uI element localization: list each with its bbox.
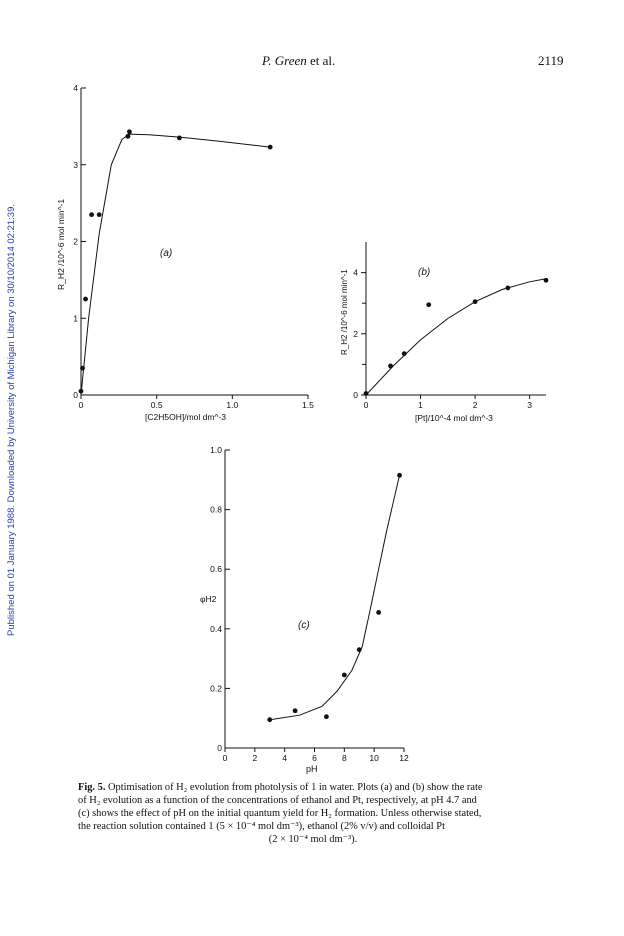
chart-b-x-tick-label: 0: [364, 400, 369, 410]
chart-c-panel-label: (c): [298, 620, 310, 631]
chart-a-x-tick-label: 0.5: [151, 400, 163, 410]
chart-c-fit-curve: [269, 475, 400, 721]
chart-c-y-tick-label: 1.0: [210, 445, 222, 455]
caption-line-2: of H₂ evolution as a function of the con…: [78, 795, 477, 806]
chart-c-data-point: [324, 714, 329, 720]
chart-a-data-point: [80, 365, 85, 371]
page-number: 2119: [538, 53, 564, 68]
chart-a-x-tick-label: 1.0: [226, 400, 238, 410]
chart-b-y-tick-label: 0: [353, 390, 358, 400]
chart-c-ylabel: φH2: [200, 594, 217, 604]
chart-c-data-point: [341, 672, 347, 678]
chart-c-y-tick-label: 0.6: [210, 564, 222, 574]
chart-b-data-point: [505, 285, 511, 291]
chart-a-data-point: [267, 144, 273, 150]
chart-b-data-point: [401, 351, 407, 357]
chart-a-fit-curve: [80, 133, 271, 396]
chart-a-y-tick-label: 3: [73, 160, 78, 170]
chart-c-data-point: [292, 708, 298, 714]
header-authors: P. Green: [262, 53, 307, 68]
chart-c-y-tick-label: 0.4: [210, 624, 222, 634]
caption-line-3: (c) shows the effect of pH on the initia…: [78, 808, 482, 819]
chart-b-data-point: [543, 277, 549, 283]
chart-a-data-point: [89, 212, 94, 218]
chart-c-x-tick-label: 10: [369, 753, 379, 763]
chart-a-ylabel: R_H2 /10^-6 mol min^-1: [56, 199, 66, 290]
chart-b-data-point: [388, 363, 393, 369]
chart-b-x-tick-label: 2: [473, 400, 478, 410]
chart-a-data-point: [83, 296, 88, 302]
chart-b-y-tick-label: 4: [353, 268, 358, 278]
chart-b-xlabel: [Pt]/10^-4 mol dm^-3: [415, 413, 493, 423]
chart-a-x-tick-label: 1.5: [302, 400, 314, 410]
chart-c-y-tick-label: 0.2: [210, 683, 222, 693]
chart-a-x-tick-label: 0: [79, 400, 84, 410]
header-etal: et al.: [310, 53, 336, 68]
chart-a-data-point: [78, 388, 84, 394]
chart-c-x-tick-label: 4: [282, 753, 287, 763]
chart-a-y-tick-label: 2: [73, 237, 78, 247]
caption-line-1: Fig. 5. Optimisation of H₂ evolution fro…: [78, 782, 483, 793]
chart-c-xlabel: pH: [306, 764, 318, 774]
chart-c-x-tick-label: 8: [342, 753, 347, 763]
chart-c-data-point: [267, 717, 273, 723]
running-header: P. Green et al.: [262, 53, 335, 69]
caption-label: Fig. 5.: [78, 782, 106, 793]
figure-caption: Fig. 5. Optimisation of H₂ evolution fro…: [78, 781, 548, 846]
chart-a-data-point: [125, 133, 131, 139]
chart-c-x-tick-label: 2: [252, 753, 257, 763]
chart-b-y-tick-label: 2: [353, 329, 358, 339]
chart-c-y-tick-label: 0.8: [210, 505, 222, 515]
caption-line-4: the reaction solution contained 1 (5 × 1…: [78, 821, 445, 832]
chart-b-x-tick-label: 3: [527, 400, 532, 410]
chart-b-data-point: [363, 391, 369, 396]
chart-c-x-tick-label: 12: [399, 753, 409, 763]
chart-a-data-point: [176, 135, 182, 141]
chart-b-ylabel: R_H2 /10^-6 mol min^-1: [340, 269, 349, 355]
chart-a-data-point: [96, 212, 102, 218]
chart-b-data-point: [426, 302, 432, 308]
chart-c-data-point: [397, 472, 402, 478]
chart-a-y-tick-label: 4: [73, 83, 78, 93]
caption-line-5: (2 × 10⁻⁴ mol dm⁻³).: [268, 834, 358, 845]
chart-a-y-tick-label: 1: [73, 313, 78, 323]
chart-c-data-point: [356, 647, 362, 653]
chart-b-panel-label: (b): [418, 267, 430, 278]
chart-a-data-point: [127, 129, 132, 135]
chart-a-xlabel: [C2H5OH]/mol dm^-3: [145, 412, 226, 422]
chart-c-y-tick-label: 0: [217, 743, 222, 753]
chart-b-data-point: [472, 299, 478, 305]
chart-c-x-tick-label: 6: [312, 753, 317, 763]
chart-b-fit-curve: [365, 278, 547, 396]
chart-c-x-tick-label: 0: [223, 753, 228, 763]
chart-a-y-tick-label: 0: [73, 390, 78, 400]
chart-c-data-point: [376, 610, 382, 615]
chart-a-panel-label: (a): [160, 248, 172, 259]
chart-b-x-tick-label: 1: [418, 400, 423, 410]
